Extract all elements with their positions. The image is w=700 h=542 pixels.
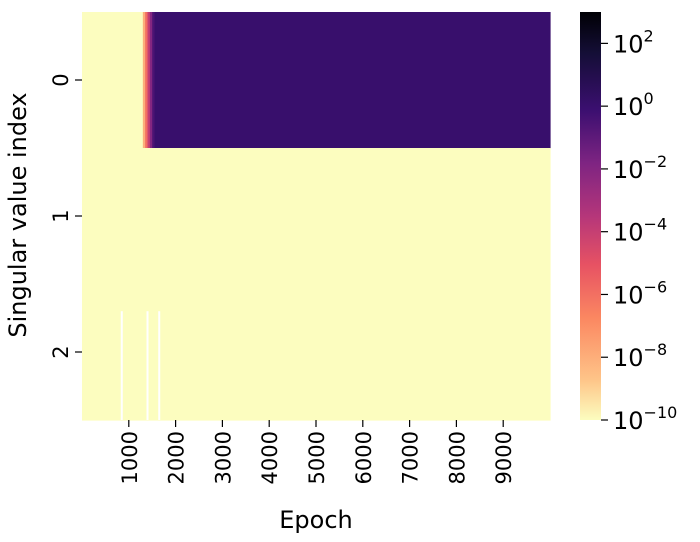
heatmap-cell [152,12,156,149]
colorbar-tick-label: 10−6 [613,278,667,310]
heatmap-area [82,12,551,421]
x-tick-label: 5000 [305,431,329,484]
heatmap-cell [82,284,551,421]
x-axis-ticks: 1000 2000 3000 4000 5000 6000 7000 8000 9000 [118,420,516,484]
heatmap-cell [82,148,551,285]
heatmap-gap [120,311,123,420]
x-tick-label: 7000 [399,431,423,484]
colorbar-ticks: 102 100 10−2 10−4 10−6 10−8 10−10 [601,26,677,435]
heatmap-cell [147,12,151,149]
heatmap-cell [149,12,153,149]
x-tick-label: 4000 [258,431,282,484]
y-tick-label: 0 [49,73,73,86]
colorbar-tick-label: 10−8 [613,340,667,372]
colorbar-tick-label: 100 [613,89,654,121]
heatmap-gap [158,311,161,420]
x-tick-label: 2000 [165,431,189,484]
y-tick-label: 2 [49,345,73,358]
colorbar-tick-label: 10−10 [613,403,677,435]
x-axis-label: Epoch [279,506,353,534]
colorbar-tick-label: 10−4 [613,215,667,247]
heatmap-cell [142,12,146,149]
colorbar-tick-label: 102 [613,26,654,58]
x-tick-label: 6000 [352,431,376,484]
heatmap-cell [145,12,149,149]
heatmap-cell [154,12,551,149]
x-tick-label: 9000 [492,431,516,484]
colorbar-tick-label: 10−2 [613,152,667,184]
x-tick-label: 8000 [445,431,469,484]
x-tick-label: 1000 [118,431,142,484]
x-tick-label: 3000 [211,431,235,484]
y-tick-label: 1 [49,209,73,222]
y-axis-ticks: 0 1 2 [49,73,82,359]
y-axis-label: Singular value index [4,92,32,337]
heatmap-gap [146,311,149,420]
heatmap-cell [82,12,144,149]
colorbar [580,12,601,420]
